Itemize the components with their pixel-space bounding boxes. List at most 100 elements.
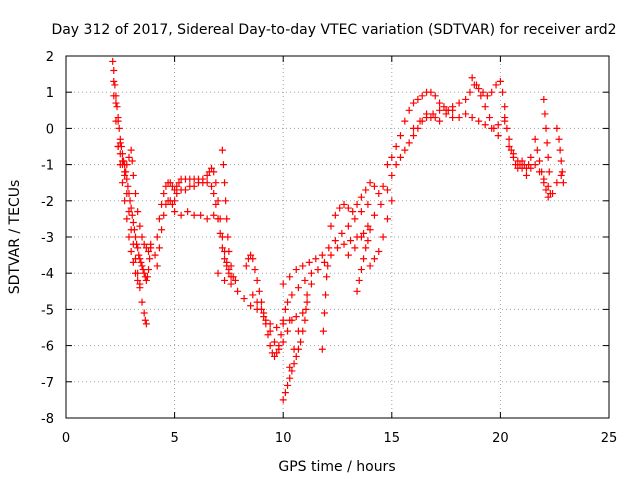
data-point: [479, 88, 487, 96]
data-point: [440, 103, 448, 111]
data-point: [431, 114, 439, 122]
y-tick-label: 0: [46, 122, 54, 137]
data-point: [462, 110, 470, 118]
data-point: [249, 291, 257, 299]
data-point: [396, 153, 404, 161]
data-point: [113, 103, 121, 111]
data-point: [344, 204, 352, 212]
data-point: [475, 85, 483, 93]
data-point: [418, 92, 426, 100]
data-point: [290, 360, 298, 368]
data-point: [247, 302, 255, 310]
data-point: [175, 179, 183, 187]
data-point: [138, 298, 146, 306]
data-point: [543, 139, 551, 147]
y-tick-label: 1: [46, 86, 54, 101]
data-point: [255, 287, 263, 295]
data-point: [540, 179, 548, 187]
data-point: [324, 262, 332, 270]
data-point: [234, 287, 242, 295]
data-point: [155, 244, 163, 252]
data-point: [290, 345, 298, 353]
data-point: [197, 211, 205, 219]
data-point: [545, 168, 553, 176]
data-point: [405, 139, 413, 147]
data-point: [203, 171, 211, 179]
y-tick-label: -6: [41, 340, 54, 355]
data-point: [353, 287, 361, 295]
data-point: [158, 226, 166, 234]
data-point: [288, 316, 296, 324]
data-point: [134, 276, 142, 284]
data-point: [410, 124, 418, 132]
data-point: [357, 266, 365, 274]
data-point: [225, 247, 233, 255]
data-point: [449, 103, 457, 111]
data-point: [318, 251, 326, 259]
data-point: [253, 298, 261, 306]
data-point: [247, 251, 255, 259]
data-point: [121, 197, 129, 205]
x-axis-title: GPS time / hours: [278, 459, 395, 475]
data-point: [249, 255, 257, 263]
data-point: [468, 114, 476, 122]
data-point: [301, 276, 309, 284]
data-point: [216, 229, 224, 237]
data-point: [388, 153, 396, 161]
data-point: [542, 186, 550, 194]
x-tick-label: 10: [275, 431, 292, 446]
data-point: [138, 262, 146, 270]
data-point: [357, 193, 365, 201]
data-point: [266, 342, 274, 350]
data-point: [405, 106, 413, 114]
data-point: [214, 215, 222, 223]
data-point: [379, 233, 387, 241]
data-point: [401, 146, 409, 154]
data-point: [116, 150, 124, 158]
data-point: [323, 273, 331, 281]
data-point: [127, 247, 135, 255]
data-point: [160, 211, 168, 219]
data-point: [305, 258, 313, 266]
data-point: [173, 182, 181, 190]
data-point: [541, 110, 549, 118]
data-point: [505, 143, 513, 150]
data-point: [110, 66, 118, 74]
data-points: [109, 57, 567, 404]
data-point: [127, 226, 135, 234]
data-point: [210, 211, 218, 219]
data-point: [496, 77, 504, 85]
data-point: [114, 143, 122, 150]
data-point: [279, 338, 287, 346]
data-point: [225, 269, 233, 277]
data-point: [527, 164, 535, 172]
data-point: [388, 171, 396, 179]
data-point: [558, 168, 566, 176]
data-point: [137, 258, 145, 266]
data-point: [134, 208, 142, 216]
data-point: [509, 150, 517, 158]
data-point: [427, 88, 435, 96]
data-point: [125, 208, 133, 216]
data-point: [429, 110, 437, 118]
data-point: [109, 57, 117, 65]
data-point: [544, 182, 552, 190]
y-tick-label: -7: [41, 376, 54, 391]
data-point: [286, 273, 294, 281]
data-point: [190, 182, 198, 190]
data-point: [525, 161, 533, 169]
data-point: [129, 171, 137, 179]
data-point: [240, 295, 248, 303]
data-point: [383, 161, 391, 169]
data-point: [340, 240, 348, 248]
data-point: [279, 396, 287, 404]
data-point: [522, 171, 530, 179]
data-point: [151, 251, 159, 259]
data-point: [357, 233, 365, 241]
data-point: [229, 273, 237, 281]
data-point: [488, 88, 496, 96]
data-point: [279, 280, 287, 288]
y-tick-label: -2: [41, 195, 54, 210]
data-point: [110, 92, 118, 100]
